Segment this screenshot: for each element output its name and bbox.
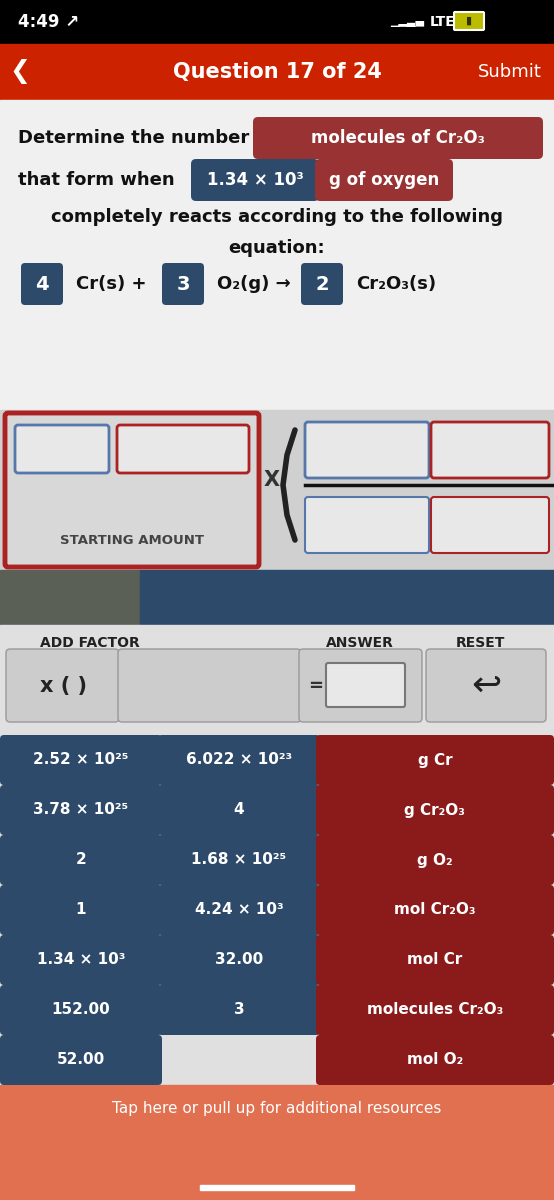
Text: Tap here or pull up for additional resources: Tap here or pull up for additional resou… xyxy=(112,1102,442,1116)
Bar xyxy=(0,625,554,734)
FancyBboxPatch shape xyxy=(305,422,429,478)
FancyBboxPatch shape xyxy=(315,158,453,200)
Text: X: X xyxy=(264,470,280,490)
FancyBboxPatch shape xyxy=(305,497,429,553)
Text: RESET: RESET xyxy=(455,636,505,650)
Text: x ( ): x ( ) xyxy=(39,676,86,696)
FancyBboxPatch shape xyxy=(191,158,319,200)
Text: 1.34 × 10³: 1.34 × 10³ xyxy=(207,170,304,188)
Text: 1.34 × 10³: 1.34 × 10³ xyxy=(37,953,125,967)
Text: that form when: that form when xyxy=(18,170,175,188)
Text: STARTING AMOUNT: STARTING AMOUNT xyxy=(60,534,204,546)
FancyBboxPatch shape xyxy=(316,734,554,785)
Text: mol O₂: mol O₂ xyxy=(407,1052,463,1068)
Text: 2.52 × 10²⁵: 2.52 × 10²⁵ xyxy=(33,752,129,768)
Text: 2: 2 xyxy=(76,852,86,868)
Text: ▁▂▃▄: ▁▂▃▄ xyxy=(390,17,424,26)
FancyBboxPatch shape xyxy=(162,263,204,305)
FancyBboxPatch shape xyxy=(431,497,549,553)
Text: Question 17 of 24: Question 17 of 24 xyxy=(172,62,382,82)
Text: ADD FACTOR: ADD FACTOR xyxy=(40,636,140,650)
Text: Determine the number of: Determine the number of xyxy=(18,128,276,146)
Bar xyxy=(0,0,554,44)
Text: g O₂: g O₂ xyxy=(417,852,453,868)
Text: ❮: ❮ xyxy=(9,60,30,84)
Text: 4: 4 xyxy=(234,803,244,817)
Bar xyxy=(0,570,140,625)
Text: 3: 3 xyxy=(234,1002,244,1018)
FancyBboxPatch shape xyxy=(0,835,162,886)
FancyBboxPatch shape xyxy=(301,263,343,305)
FancyBboxPatch shape xyxy=(0,1034,162,1085)
Bar xyxy=(0,410,554,570)
Bar xyxy=(0,734,554,1085)
Text: Cr(s) +: Cr(s) + xyxy=(76,275,146,293)
Text: g Cr₂O₃: g Cr₂O₃ xyxy=(404,803,465,817)
FancyBboxPatch shape xyxy=(158,886,320,935)
Text: 4:49 ↗: 4:49 ↗ xyxy=(18,13,79,31)
Text: mol Cr₂O₃: mol Cr₂O₃ xyxy=(394,902,476,918)
Text: 4.24 × 10³: 4.24 × 10³ xyxy=(194,902,284,918)
Text: ANSWER: ANSWER xyxy=(326,636,394,650)
Bar xyxy=(0,1085,554,1200)
Text: =: = xyxy=(309,677,324,695)
Text: completely reacts according to the following: completely reacts according to the follo… xyxy=(51,208,503,226)
Bar xyxy=(0,44,554,100)
Text: Cr₂O₃(s): Cr₂O₃(s) xyxy=(356,275,436,293)
FancyBboxPatch shape xyxy=(158,935,320,985)
FancyBboxPatch shape xyxy=(158,985,320,1034)
Text: molecules Cr₂O₃: molecules Cr₂O₃ xyxy=(367,1002,503,1018)
FancyBboxPatch shape xyxy=(316,935,554,985)
Text: ↩: ↩ xyxy=(471,670,501,703)
FancyBboxPatch shape xyxy=(118,649,301,722)
Text: 4: 4 xyxy=(35,275,49,294)
FancyBboxPatch shape xyxy=(326,662,405,707)
FancyBboxPatch shape xyxy=(5,413,259,566)
Text: ▮: ▮ xyxy=(466,16,472,26)
Text: 52.00: 52.00 xyxy=(57,1052,105,1068)
Bar xyxy=(140,570,554,625)
FancyBboxPatch shape xyxy=(454,12,484,30)
Text: g of oxygen: g of oxygen xyxy=(329,170,439,188)
FancyBboxPatch shape xyxy=(316,985,554,1034)
Text: 1.68 × 10²⁵: 1.68 × 10²⁵ xyxy=(191,852,286,868)
FancyBboxPatch shape xyxy=(316,785,554,835)
Text: Submit: Submit xyxy=(478,62,542,80)
FancyBboxPatch shape xyxy=(0,886,162,935)
Text: O₂(g) →: O₂(g) → xyxy=(217,275,291,293)
Text: 1: 1 xyxy=(76,902,86,918)
Bar xyxy=(0,100,554,410)
FancyBboxPatch shape xyxy=(0,785,162,835)
Text: mol Cr: mol Cr xyxy=(407,953,463,967)
Text: 152.00: 152.00 xyxy=(52,1002,110,1018)
FancyBboxPatch shape xyxy=(426,649,546,722)
FancyBboxPatch shape xyxy=(158,734,320,785)
Text: 3.78 × 10²⁵: 3.78 × 10²⁵ xyxy=(33,803,129,817)
Text: 6.022 × 10²³: 6.022 × 10²³ xyxy=(186,752,292,768)
FancyBboxPatch shape xyxy=(431,422,549,478)
Text: 32.00: 32.00 xyxy=(215,953,263,967)
FancyBboxPatch shape xyxy=(0,935,162,985)
FancyBboxPatch shape xyxy=(6,649,119,722)
FancyBboxPatch shape xyxy=(0,985,162,1034)
Text: g Cr: g Cr xyxy=(418,752,452,768)
FancyBboxPatch shape xyxy=(253,116,543,158)
FancyBboxPatch shape xyxy=(158,835,320,886)
Bar xyxy=(200,1186,354,1190)
FancyBboxPatch shape xyxy=(21,263,63,305)
FancyBboxPatch shape xyxy=(15,425,109,473)
FancyBboxPatch shape xyxy=(299,649,422,722)
FancyBboxPatch shape xyxy=(316,1034,554,1085)
FancyBboxPatch shape xyxy=(0,734,162,785)
FancyBboxPatch shape xyxy=(117,425,249,473)
Text: LTE: LTE xyxy=(430,14,456,29)
FancyBboxPatch shape xyxy=(316,886,554,935)
Text: 2: 2 xyxy=(315,275,329,294)
FancyBboxPatch shape xyxy=(158,785,320,835)
Text: 3: 3 xyxy=(176,275,190,294)
Text: molecules of Cr₂O₃: molecules of Cr₂O₃ xyxy=(311,128,485,146)
FancyBboxPatch shape xyxy=(316,835,554,886)
Text: equation:: equation: xyxy=(229,239,325,257)
